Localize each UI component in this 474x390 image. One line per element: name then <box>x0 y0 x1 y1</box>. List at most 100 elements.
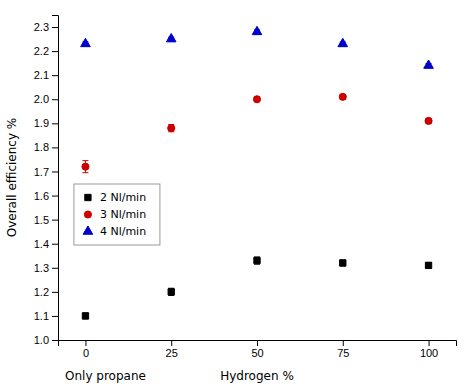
tick-mark <box>52 171 58 172</box>
point <box>340 260 346 266</box>
tick-mark <box>52 75 58 76</box>
annotation: Only propane <box>65 369 146 383</box>
point <box>252 26 262 34</box>
legend-item: 3 Nl/min <box>84 208 146 221</box>
point <box>339 93 346 100</box>
tick: 2.2 <box>34 45 58 57</box>
tick-label: 1.4 <box>34 238 49 250</box>
tick: 1.9 <box>34 117 58 129</box>
tick-mark <box>52 27 58 28</box>
tick: 1.8 <box>34 141 58 153</box>
point <box>425 117 432 124</box>
tick: 1.4 <box>34 238 58 250</box>
point <box>82 313 88 319</box>
legend: 2 Nl/min 3 Nl/min 4 Nl/min <box>74 184 160 245</box>
x-axis: 0 25 50 75 100 <box>59 340 457 359</box>
tick-mark <box>85 340 86 346</box>
tick-label: 1.2 <box>34 286 49 298</box>
legend-frame <box>74 184 160 245</box>
tick-label: 2.3 <box>34 21 49 33</box>
tick: 75 <box>337 340 349 359</box>
legend-label: 2 Nl/min <box>100 191 146 204</box>
tick-label: 2.2 <box>34 45 49 57</box>
tick-label: 1.9 <box>34 117 49 129</box>
y-axis: 1.0 1.1 1.2 1.3 1.4 1.5 1.6 1.7 1.8 1.9 2.0 2.1 2.2 2… <box>34 16 59 347</box>
tick: 25 <box>166 340 178 359</box>
point <box>81 38 91 46</box>
tick-label: 50 <box>251 347 263 359</box>
tick-mark <box>429 340 430 346</box>
tick-mark <box>257 340 258 346</box>
tick-mark <box>52 340 58 341</box>
point <box>82 163 89 170</box>
tick-label: 100 <box>420 347 438 359</box>
tick-label: 25 <box>166 347 178 359</box>
error-bar <box>82 313 88 319</box>
axis-line <box>59 341 457 347</box>
point <box>168 125 175 132</box>
tick-label: 1.0 <box>34 334 49 346</box>
tick: 1.5 <box>34 214 58 226</box>
tick: 0 <box>83 340 89 359</box>
tick-label: 0 <box>83 347 89 359</box>
legend-symbol <box>84 211 91 218</box>
tick-label: 2.1 <box>34 69 49 81</box>
tick: 1.0 <box>34 334 58 346</box>
point <box>254 257 260 263</box>
tick-label: 2.0 <box>34 93 49 105</box>
tick: 1.3 <box>34 262 58 274</box>
series <box>82 257 431 319</box>
x-axis-title: Hydrogen % <box>220 369 294 383</box>
point <box>424 60 434 68</box>
y-axis-title: Overall efficiency % <box>5 118 19 238</box>
tick-mark <box>52 51 58 52</box>
legend-symbol <box>83 226 93 234</box>
legend-item: 2 Nl/min <box>85 191 146 204</box>
tick: 1.1 <box>34 310 58 322</box>
tick: 50 <box>251 340 263 359</box>
error-bar <box>82 161 88 173</box>
tick: 100 <box>420 340 438 359</box>
tick-mark <box>52 292 58 293</box>
tick-mark <box>343 340 344 346</box>
tick: 2.3 <box>34 21 58 33</box>
tick-mark <box>52 196 58 197</box>
series <box>81 26 434 68</box>
tick-mark <box>52 220 58 221</box>
tick-label: 1.1 <box>34 310 49 322</box>
error-bar <box>426 262 432 268</box>
legend-label: 4 Nl/min <box>100 225 146 238</box>
plot: 0 25 50 75 100 1.0 1.1 1.2 1.3 1.4 1.5 1.6 1.7 1.8 1.9… <box>34 16 457 359</box>
axis-line <box>52 16 59 341</box>
tick: 2.0 <box>34 93 58 105</box>
tick-label: 1.5 <box>34 214 49 226</box>
tick: 1.2 <box>34 286 58 298</box>
tick-mark <box>52 316 58 317</box>
tick-label: 1.7 <box>34 166 49 178</box>
tick-label: 1.8 <box>34 141 49 153</box>
legend-symbol <box>85 194 91 200</box>
point <box>338 38 348 46</box>
tick-mark <box>52 244 58 245</box>
tick-mark <box>52 123 58 124</box>
tick-label: 1.6 <box>34 190 49 202</box>
tick-label: 1.3 <box>34 262 49 274</box>
series <box>82 93 432 172</box>
tick-mark <box>52 99 58 100</box>
tick: 1.6 <box>34 190 58 202</box>
legend-label: 3 Nl/min <box>100 208 146 221</box>
error-bar <box>340 260 346 266</box>
legend-item: 4 Nl/min <box>83 225 146 238</box>
error-bar <box>254 257 260 264</box>
marks <box>81 26 434 319</box>
point <box>425 262 431 268</box>
point <box>166 34 176 42</box>
chart: 0 25 50 75 100 1.0 1.1 1.2 1.3 1.4 1.5 1.6 1.7 1.8 1.9… <box>0 0 474 390</box>
tick-mark <box>52 268 58 269</box>
point <box>253 96 260 103</box>
tick-mark <box>171 340 172 346</box>
point <box>168 289 174 295</box>
error-bar <box>168 288 174 295</box>
error-bar <box>168 125 174 132</box>
tick: 2.1 <box>34 69 58 81</box>
